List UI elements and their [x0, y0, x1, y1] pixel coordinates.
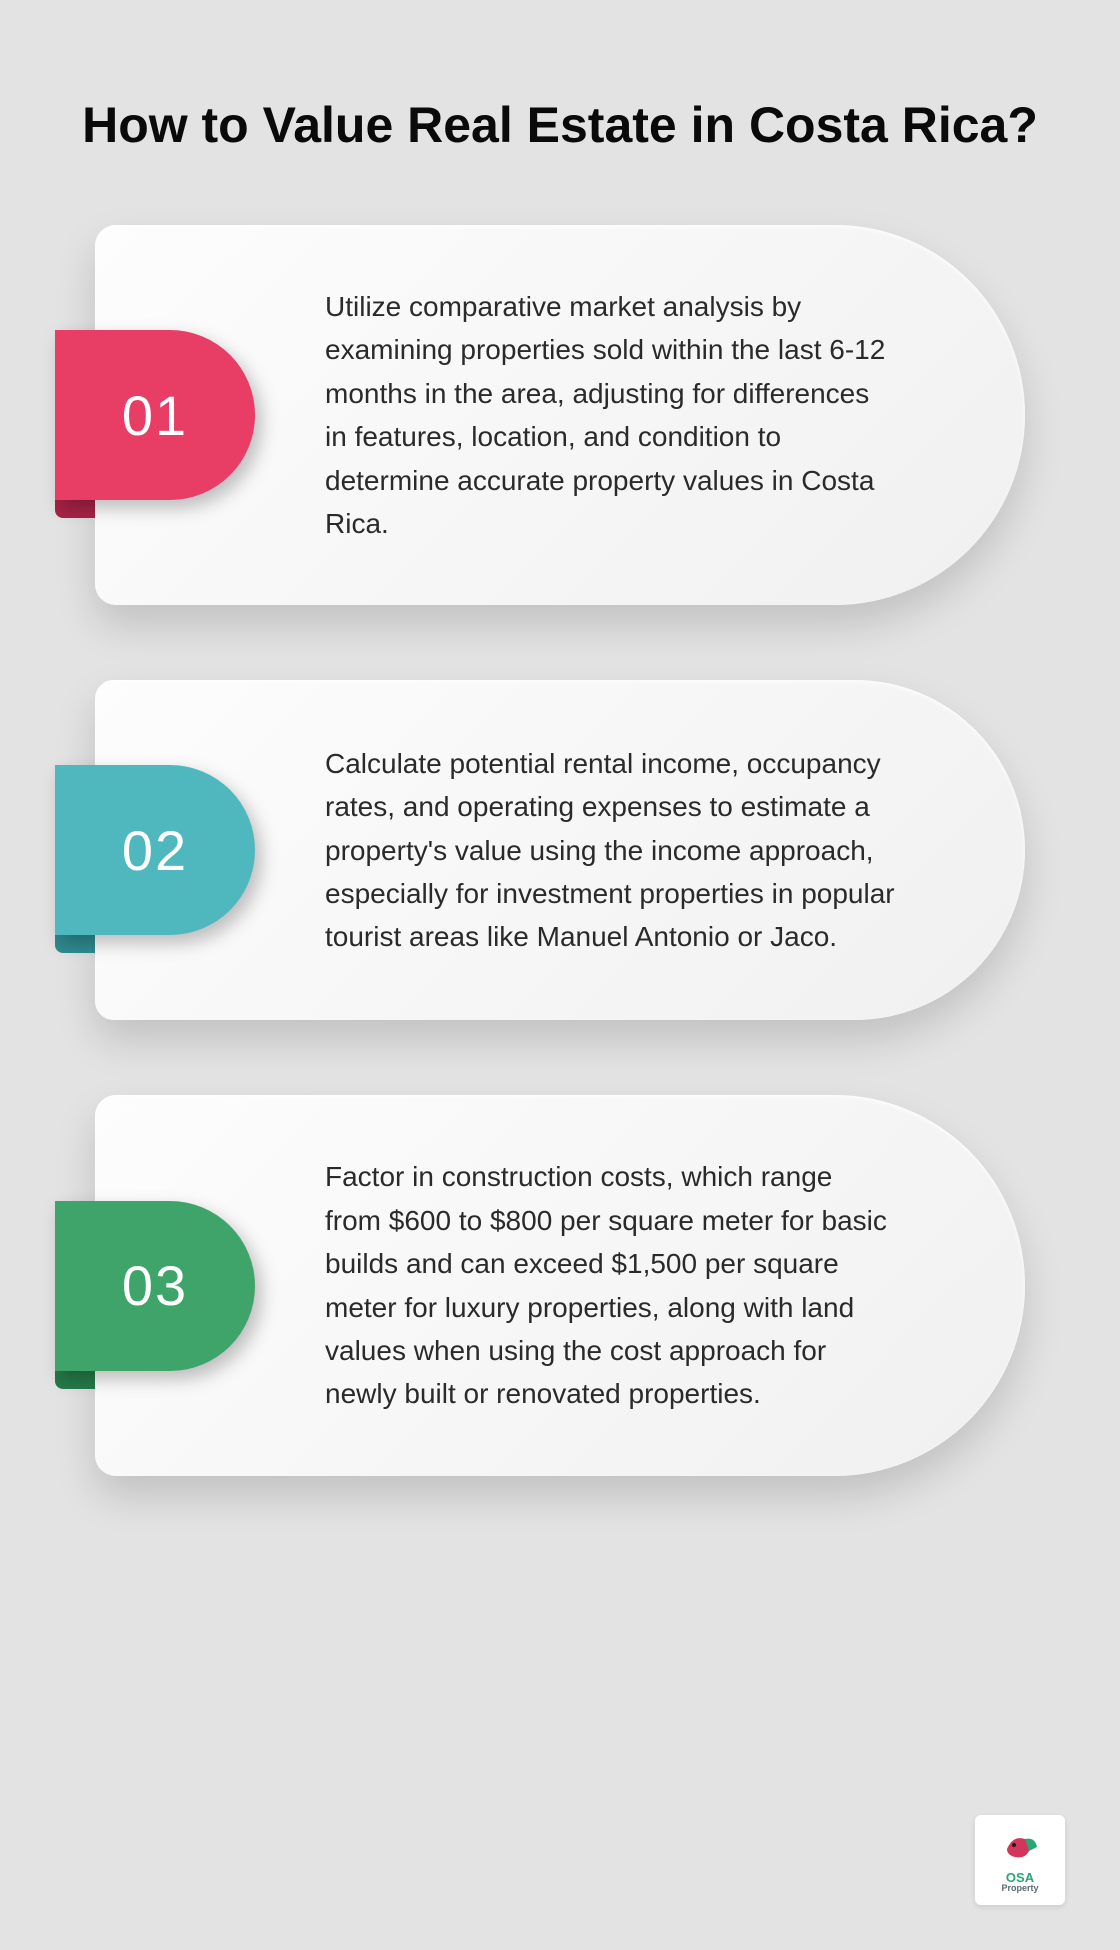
badge-01: 01: [55, 330, 255, 500]
badge-02: 02: [55, 765, 255, 935]
card-text-02: Calculate potential rental income, occup…: [325, 742, 895, 959]
badge-03: 03: [55, 1201, 255, 1371]
badge-pill-01: 01: [55, 330, 255, 500]
page-title: How to Value Real Estate in Costa Rica?: [0, 0, 1120, 155]
logo-text: OSA Property: [1001, 1871, 1038, 1893]
badge-pill-02: 02: [55, 765, 255, 935]
step-card-03: 03 Factor in construction costs, which r…: [95, 1095, 1025, 1475]
step-card-01: 01 Utilize comparative market analysis b…: [95, 225, 1025, 605]
badge-number-01: 01: [122, 383, 188, 448]
card-text-03: Factor in construction costs, which rang…: [325, 1155, 895, 1415]
step-card-02: 02 Calculate potential rental income, oc…: [95, 680, 1025, 1020]
badge-number-03: 03: [122, 1253, 188, 1318]
cards-container: 01 Utilize comparative market analysis b…: [0, 155, 1120, 1476]
brand-logo: OSA Property: [975, 1815, 1065, 1905]
logo-brand-bottom: Property: [1001, 1884, 1038, 1893]
card-text-01: Utilize comparative market analysis by e…: [325, 285, 895, 545]
badge-pill-03: 03: [55, 1201, 255, 1371]
badge-number-02: 02: [122, 818, 188, 883]
logo-bird-icon: [999, 1827, 1041, 1869]
